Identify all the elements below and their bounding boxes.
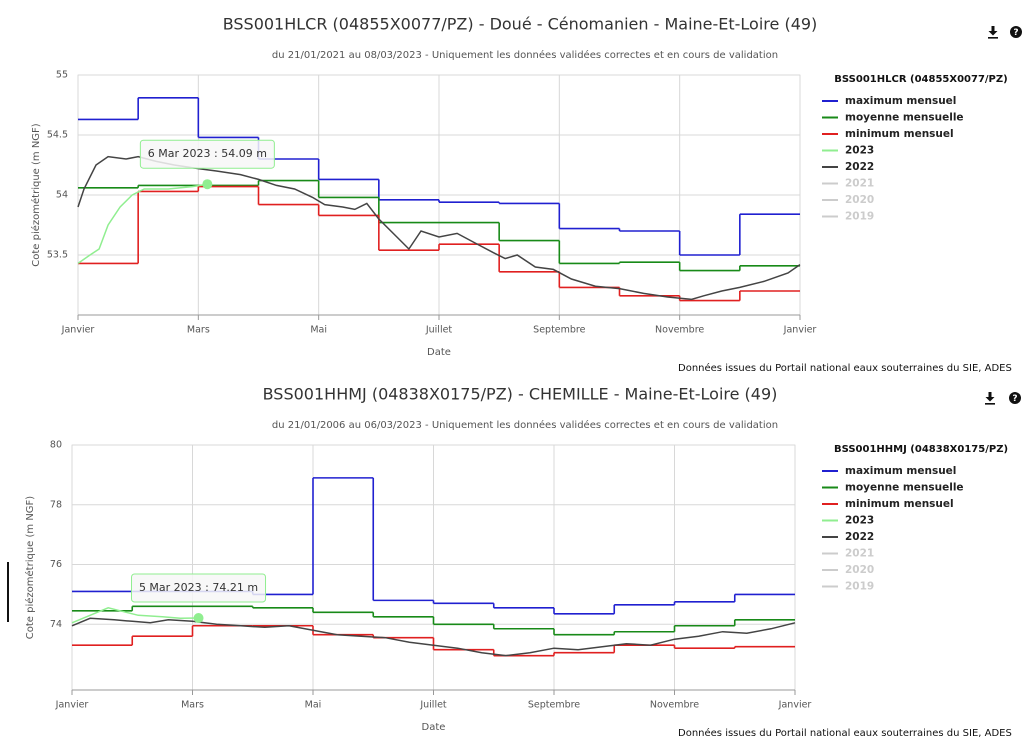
x-tick-label: Janvier [778,700,812,711]
legend-item[interactable]: moyenne mensuelle [822,112,964,124]
legend-item[interactable]: maximum mensuel [822,95,956,107]
x-tick-label: Janvier [55,700,89,711]
source-credit: Données issues du Portail national eaux … [678,362,1012,374]
legend-item[interactable]: 2022 [822,531,874,543]
legend-label: 2021 [845,548,874,560]
help-icon [1009,392,1021,404]
series-line [71,607,199,624]
y-axis-title: Cote piézométrique (m NGF) [24,496,36,640]
chart-subtitle: du 21/01/2021 au 08/03/2023 - Uniquement… [272,49,778,61]
legend-label: 2023 [845,145,874,157]
y-tick-label: 76 [50,559,62,570]
legend-label: moyenne mensuelle [845,112,964,124]
legend-box [818,68,1027,230]
legend-item[interactable]: 2023 [822,145,874,157]
source-credit: Données issues du Portail national eaux … [678,727,1012,738]
hover-marker [202,179,213,190]
y-tick-label: 53.5 [47,250,68,261]
legend-label: 2021 [845,178,874,190]
hover-marker [193,612,204,623]
x-tick-label: Mai [305,700,322,711]
x-tick-label: Novembre [655,325,704,336]
y-tick-label: 55 [56,70,68,81]
help-button[interactable]: ? [1010,26,1022,38]
x-tick-label: Janvier [783,325,817,336]
side-marker [7,562,9,622]
help-button[interactable]: ? [1009,392,1021,404]
x-tick-label: Septembre [528,700,580,711]
x-tick-label: Novembre [650,700,699,711]
help-icon [1010,26,1022,38]
tooltip-text: 6 Mar 2023 : 54.09 m [148,147,267,160]
legend-item[interactable]: minimum mensuel [822,498,954,510]
legend-item[interactable]: 2021 [822,548,874,560]
legend-item[interactable]: minimum mensuel [822,128,954,140]
legend-item[interactable]: moyenne mensuelle [822,482,964,494]
y-axis-title: Cote piézométrique (m NGF) [30,123,42,267]
legend-item[interactable]: 2022 [822,161,874,173]
legend-title: BSS001HHMJ (04838X0175/PZ) [834,444,1008,455]
x-tick-label: Mars [181,700,204,711]
legend-item[interactable]: 2019 [822,211,874,223]
x-tick-label: Janvier [61,325,95,336]
legend-box [818,438,1027,600]
legend-item[interactable]: maximum mensuel [822,465,956,477]
legend-item[interactable]: 2019 [822,581,874,593]
series-line [71,617,796,657]
x-tick-label: Septembre [533,325,585,336]
x-tick-label: Mars [187,325,210,336]
legend-item[interactable]: 2020 [822,564,874,576]
y-tick-label: 78 [50,499,62,510]
legend-label: 2019 [845,211,874,223]
x-axis-title: Date [422,722,446,733]
x-axis-title: Date [427,347,451,358]
legend-label: 2020 [845,564,874,576]
download-button[interactable] [985,392,995,405]
tooltip-box [131,573,267,603]
tooltip-box [139,139,275,169]
legend-label: maximum mensuel [845,465,956,477]
chart-title: BSS001HHMJ (04838X0175/PZ) - CHEMILLE - … [263,385,778,404]
y-tick-label: 54 [56,190,68,201]
x-tick-label: Mai [310,325,327,336]
help-glyph: ? [1012,394,1017,404]
y-tick-label: 74 [50,619,62,630]
download-icon [985,392,995,405]
download-icon [988,26,998,39]
legend-label: 2019 [845,581,874,593]
help-glyph: ? [1013,28,1018,38]
legend-item[interactable]: 2023 [822,515,874,527]
legend-label: minimum mensuel [845,498,954,510]
legend-item[interactable]: 2020 [822,194,874,206]
download-button[interactable] [988,26,998,39]
legend-label: minimum mensuel [845,128,954,140]
legend-label: 2022 [845,531,874,543]
legend-label: 2022 [845,161,874,173]
series-line [77,183,208,265]
tooltip-text: 5 Mar 2023 : 74.21 m [139,581,258,594]
chart-title: BSS001HLCR (04855X0077/PZ) - Doué - Céno… [223,15,818,34]
x-tick-label: Juillet [425,325,453,336]
legend-item[interactable]: 2021 [822,178,874,190]
y-tick-label: 80 [50,440,62,451]
legend-label: maximum mensuel [845,95,956,107]
x-tick-label: Juillet [419,700,447,711]
y-tick-label: 54.5 [47,130,68,141]
legend-label: 2020 [845,194,874,206]
legend-label: 2023 [845,515,874,527]
legend-title: BSS001HLCR (04855X0077/PZ) [834,74,1007,85]
legend-label: moyenne mensuelle [845,482,964,494]
chart-subtitle: du 21/01/2006 au 06/03/2023 - Uniquement… [272,419,778,431]
